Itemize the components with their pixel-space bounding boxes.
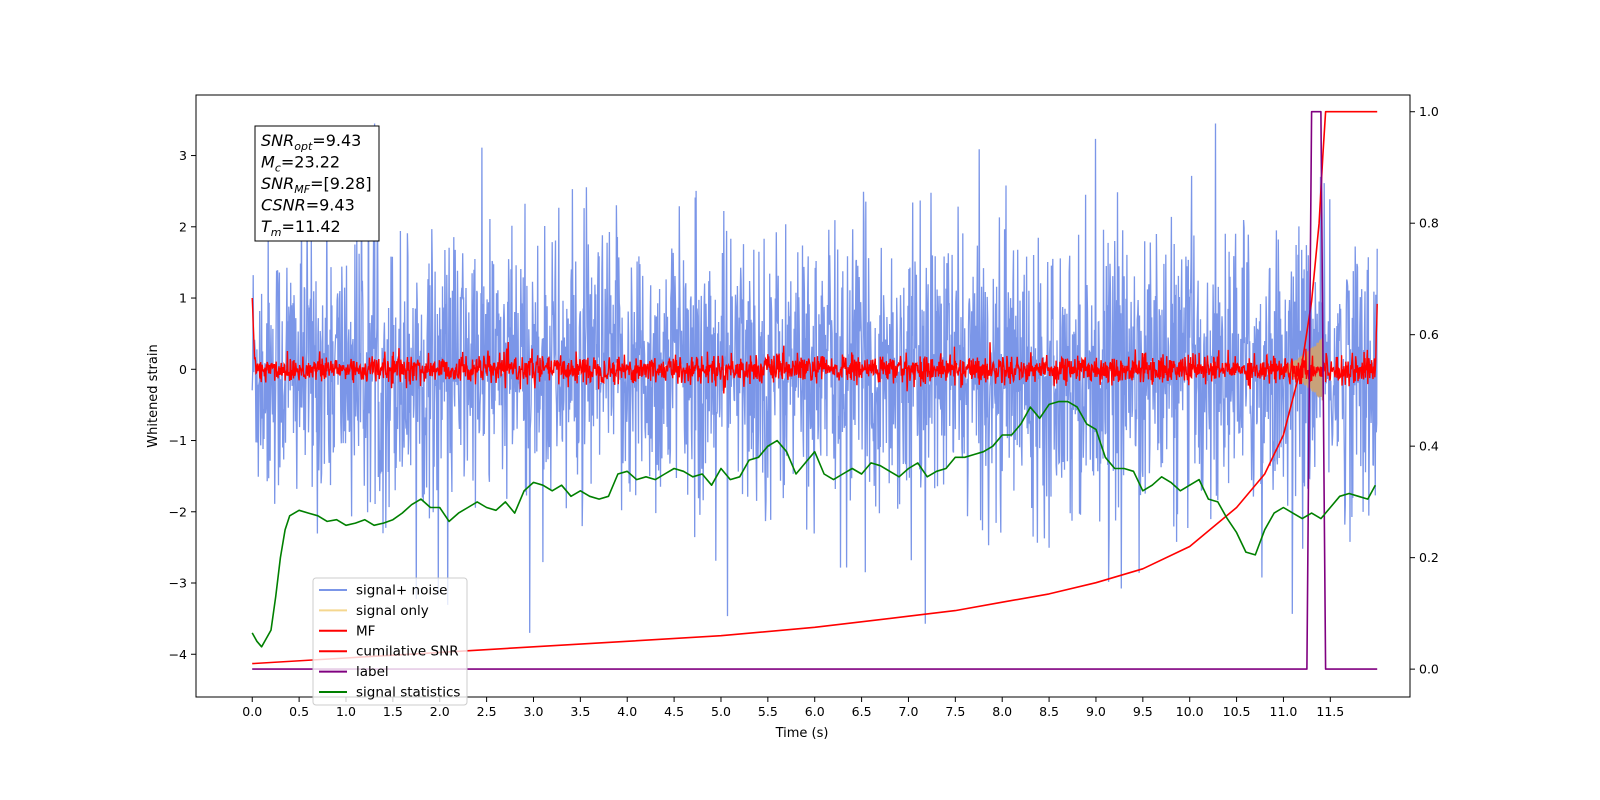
y-tick-label-left: −3 [169,576,187,591]
x-tick-label: 2.5 [477,704,497,719]
x-tick-label: 5.5 [758,704,778,719]
y-axis-right: 1.0 0.8 0.6 0.4 0.2 0.0 [1410,104,1439,677]
x-tick-label: 7.0 [899,704,919,719]
x-axis-label: Time (s) [775,726,829,741]
x-tick-label: 0.5 [289,704,309,719]
y-tick-label-right: 1.0 [1419,104,1439,119]
plot-frame [195,94,1411,698]
y-tick-label-right: 0.0 [1419,662,1439,677]
x-tick-label: 10.5 [1223,704,1251,719]
x-tick-label: 9.5 [1133,704,1153,719]
y-tick-label-left: 0 [179,362,187,377]
x-tick-label: 4.0 [617,704,637,719]
y-tick-label-left: −1 [169,433,187,448]
y-tick-label-left: 2 [179,219,187,234]
x-tick-label: 6.5 [852,704,872,719]
annotation-line: Mc=23.22 [261,153,340,175]
y-tick-label-left: 3 [179,148,187,163]
x-tick-label: 4.5 [664,704,684,719]
y-tick-label-right: 0.4 [1419,439,1439,454]
x-tick-label: 3.0 [524,704,544,719]
series-mf [251,297,1378,394]
x-tick-label: 0.0 [242,704,262,719]
x-tick-label: 9.0 [1086,704,1106,719]
series-signal-statistics [251,400,1377,648]
annotation-line: SNRopt=9.43 [261,131,361,153]
legend-label: label [356,664,389,680]
annotation-line: CSNR=9.43 [261,196,355,215]
y-axis-left: 3 2 1 0 −1 −2 −3 −4 [169,148,196,662]
x-tick-label: 2.0 [430,704,450,719]
legend-label: cumilative SNR [356,644,459,660]
x-tick-label: 8.0 [992,704,1012,719]
annotation-line: Tm=11.42 [261,217,341,239]
y-tick-label-left: −2 [169,504,187,519]
y-axis-label: Whitened strain [146,344,161,447]
legend-label: signal statistics [356,685,460,701]
legend-label: MF [356,623,375,639]
x-tick-label: 5.0 [711,704,731,719]
legend-label: signal only [356,603,429,619]
x-tick-label: 10.0 [1176,704,1204,719]
x-tick-label: 1.5 [383,704,403,719]
y-tick-label-right: 0.8 [1419,216,1439,231]
y-tick-label-left: 1 [179,291,187,306]
x-tick-label: 11.0 [1270,704,1298,719]
legend: signal+ noise signal only MF cumilative SNR… [312,577,468,706]
series-label [252,110,1378,670]
series-signal-noise [251,123,1378,633]
legend-label: signal+ noise [356,583,447,599]
x-tick-label: 6.0 [805,704,825,719]
x-tick-label: 7.5 [945,704,965,719]
x-tick-label: 3.5 [570,704,590,719]
x-axis: 0.0 0.5 1.0 1.5 2.0 2.5 3.0 3.5 4.0 4.5 5.0 5.5 6.0 6… [242,697,1344,719]
y-tick-label-right: 0.6 [1419,327,1439,342]
x-tick-label: 8.5 [1039,704,1059,719]
series-cumulative-snr [252,110,1378,665]
y-tick-label-right: 0.2 [1419,550,1439,565]
annotation-line: SNRMF=[9.28] [261,174,372,196]
y-tick-label-left: −4 [169,647,187,662]
series-layer [251,110,1378,670]
x-tick-label: 11.5 [1316,704,1344,719]
x-tick-label: 1.0 [336,704,356,719]
annotation-box: SNRopt=9.43Mc=23.22SNRMF=[9.28]CSNR=9.43… [254,125,380,242]
